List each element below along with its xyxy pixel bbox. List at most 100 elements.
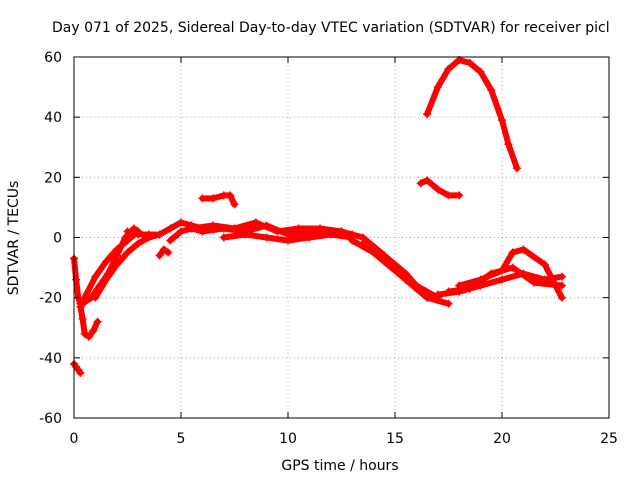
- data-point: [476, 275, 485, 284]
- data-point: [358, 239, 367, 248]
- data-point: [89, 326, 98, 335]
- data-point: [465, 284, 474, 293]
- data-point: [512, 164, 521, 173]
- data-point: [557, 272, 566, 281]
- data-point: [423, 110, 432, 119]
- y-tick-label: 20: [44, 170, 62, 186]
- data-point: [230, 224, 239, 233]
- data-point: [177, 227, 185, 236]
- data-point: [508, 263, 517, 272]
- data-point: [557, 293, 566, 302]
- data-point: [444, 65, 453, 74]
- data-point: [84, 332, 93, 341]
- data-point: [504, 140, 513, 149]
- data-point: [226, 191, 235, 200]
- data-point: [80, 293, 89, 302]
- data-point: [455, 281, 464, 290]
- data-point: [444, 287, 453, 296]
- data-point: [444, 191, 453, 200]
- series-track-late-tail: [455, 245, 566, 302]
- series-track: [424, 57, 520, 172]
- y-tick-label: 40: [44, 110, 62, 126]
- series-track-short: [416, 176, 464, 200]
- series-track-hump-b: [155, 245, 173, 260]
- x-tick-label: 20: [493, 431, 511, 447]
- data-point: [476, 68, 485, 77]
- data-point: [423, 176, 432, 185]
- data-point: [465, 59, 474, 68]
- x-tick-label: 10: [279, 431, 297, 447]
- series-track: [71, 360, 84, 376]
- y-axis-label: SDTVAR / TECUs: [6, 181, 22, 296]
- data-point: [209, 194, 218, 203]
- data-point: [187, 224, 196, 233]
- data-point: [326, 230, 335, 239]
- data-point: [498, 266, 506, 275]
- data-point: [78, 314, 87, 323]
- x-axis-label: GPS time / hours: [281, 458, 398, 474]
- data-point: [91, 293, 100, 302]
- data-point: [380, 257, 389, 266]
- data-point: [498, 275, 506, 284]
- x-tick-label: 0: [70, 431, 79, 447]
- data-point: [508, 248, 517, 257]
- y-tick-label: -60: [39, 411, 62, 427]
- data-point: [93, 317, 102, 326]
- data-point: [102, 257, 111, 266]
- series-track: [456, 246, 565, 301]
- axis-ticks: 0 5 10 15 20 25 -60 -40 -20 0 20 40 60: [39, 50, 618, 447]
- data-point: [219, 233, 228, 242]
- data-point: [80, 329, 89, 338]
- data-point: [540, 260, 549, 269]
- data-point: [159, 245, 168, 254]
- data-point: [102, 275, 111, 284]
- data-point: [76, 368, 85, 377]
- data-point: [123, 236, 132, 245]
- data-point: [305, 233, 314, 242]
- data-point: [112, 260, 121, 269]
- series-track-arc: [423, 56, 521, 173]
- data-point: [262, 233, 271, 242]
- y-tick-label: 60: [44, 50, 62, 66]
- data-point: [348, 236, 357, 245]
- data-point: [123, 227, 132, 236]
- data-point: [112, 245, 121, 254]
- data-point: [241, 230, 250, 239]
- data-point: [337, 227, 346, 236]
- data-point: [433, 290, 442, 299]
- data-point: [273, 227, 282, 236]
- data-point: [134, 239, 143, 248]
- data-point: [177, 218, 185, 227]
- chart-title: Day 071 of 2025, Sidereal Day-to-day VTE…: [52, 20, 610, 36]
- data-point: [144, 230, 153, 239]
- series-track: [81, 228, 142, 301]
- data-point: [78, 299, 87, 308]
- data-point: [401, 275, 410, 284]
- data-point: [91, 272, 100, 281]
- data-point: [230, 200, 239, 209]
- data-point: [530, 278, 539, 287]
- data-point: [284, 236, 292, 245]
- data-point: [134, 230, 143, 239]
- x-tick-label: 5: [177, 431, 186, 447]
- data-point: [166, 224, 175, 233]
- data-point: [72, 275, 81, 284]
- data-point: [316, 224, 325, 233]
- series-track-decline-c: [358, 239, 432, 302]
- series-track-rise-b: [80, 227, 143, 302]
- data-point: [433, 83, 442, 92]
- y-tick-label: -20: [39, 291, 62, 307]
- data-point: [164, 248, 173, 257]
- y-tick-label: -40: [39, 351, 62, 367]
- data-point: [166, 236, 175, 245]
- data-point: [444, 299, 453, 308]
- series-track: [359, 240, 431, 301]
- data-point: [455, 191, 464, 200]
- data-point: [498, 116, 506, 125]
- data-point: [557, 281, 566, 290]
- data-series: [70, 56, 566, 377]
- data-point: [433, 185, 442, 194]
- data-point: [416, 179, 425, 188]
- data-point: [155, 251, 164, 260]
